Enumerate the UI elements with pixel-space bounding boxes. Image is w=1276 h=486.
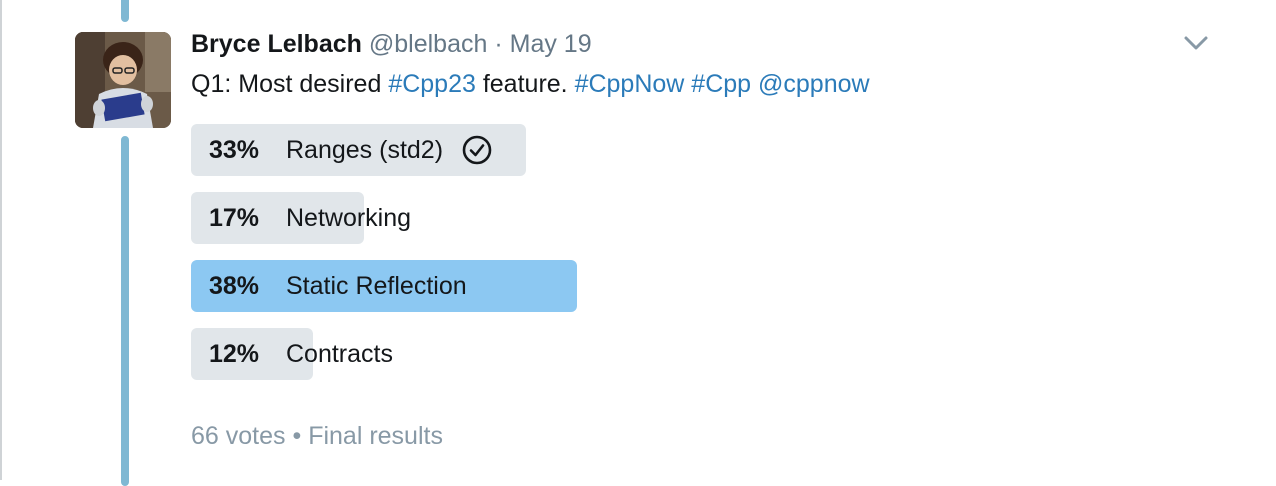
tweet-text-middle: feature.: [475, 70, 575, 98]
chevron-down-icon: [1184, 36, 1208, 50]
poll-bar: [191, 192, 364, 244]
header-separator: ·: [494, 30, 503, 58]
poll-option-label: Contracts: [286, 339, 393, 368]
check-circle-icon: [461, 134, 493, 166]
poll-option-ranges[interactable]: 33% Ranges (std2): [191, 124, 751, 176]
vote-count: 66 votes: [191, 422, 286, 450]
hashtag-cpp[interactable]: #Cpp: [691, 70, 752, 98]
poll-footer: 66 votes • Final results: [191, 420, 443, 452]
hashtag-cpp23[interactable]: #Cpp23: [388, 70, 476, 98]
poll-option-label: Ranges (std2): [286, 135, 444, 164]
avatar[interactable]: [75, 32, 171, 128]
poll-percent: 33%: [209, 135, 260, 164]
author-name[interactable]: Bryce Lelbach: [191, 30, 362, 58]
poll-option-static-reflection[interactable]: 38% Static Reflection: [191, 260, 751, 312]
tweet-menu-button[interactable]: [1182, 32, 1210, 54]
window-edge: [0, 0, 2, 480]
tweet-text-prefix: Q1: Most desired: [191, 70, 389, 98]
poll-status: Final results: [308, 422, 443, 450]
tweet-date[interactable]: May 19: [509, 30, 592, 58]
thread-line-bottom: [121, 136, 129, 486]
poll-option-networking[interactable]: 17% Networking: [191, 192, 751, 244]
poll-percent: 12%: [209, 339, 260, 368]
profile-photo: [75, 32, 171, 128]
poll-option-label: Static Reflection: [286, 271, 467, 300]
poll-bar: [191, 328, 313, 380]
tweet-header: Bryce Lelbach @blelbach · May 19: [191, 28, 592, 60]
hashtag-cppnow[interactable]: #CppNow: [574, 70, 685, 98]
poll: 33% Ranges (std2) 17% Networking 38% Sta…: [191, 124, 751, 396]
tweet-text: Q1: Most desired #Cpp23 feature. #CppNow…: [191, 68, 870, 100]
poll-percent: 17%: [209, 203, 260, 232]
thread-line-top: [121, 0, 129, 22]
author-handle[interactable]: @blelbach: [368, 30, 488, 58]
poll-option-label: Networking: [286, 203, 412, 232]
poll-option-contracts[interactable]: 12% Contracts: [191, 328, 751, 380]
poll-percent: 38%: [209, 271, 260, 300]
footer-separator: •: [292, 422, 302, 450]
poll-bar: [191, 260, 577, 312]
mention-cppnow[interactable]: @cppnow: [758, 70, 870, 98]
